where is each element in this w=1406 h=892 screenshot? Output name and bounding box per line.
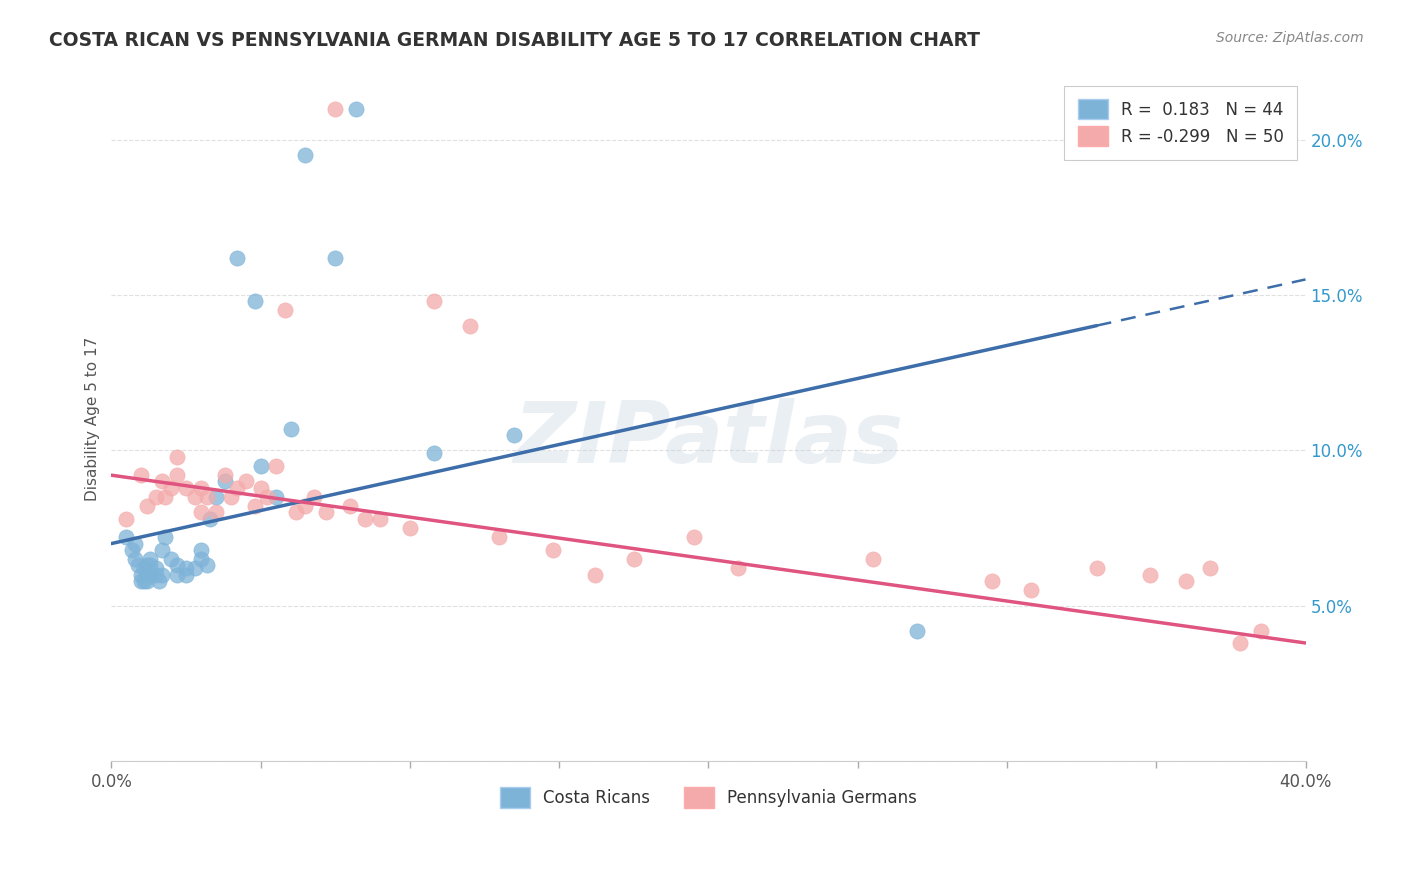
Point: [243, 500, 266, 514]
Y-axis label: Disability Age 5 to 17: Disability Age 5 to 17: [86, 337, 100, 501]
Point: [280, 421, 302, 435]
Point: [285, 506, 308, 520]
Point: [134, 574, 156, 588]
Point: [264, 458, 287, 473]
Point: [399, 521, 422, 535]
Point: [623, 552, 645, 566]
Point: [727, 561, 749, 575]
Point: [907, 624, 929, 638]
Point: [1085, 561, 1108, 575]
Point: [214, 468, 236, 483]
Point: [249, 458, 271, 473]
Point: [166, 450, 188, 464]
Point: [323, 102, 346, 116]
Point: [682, 530, 704, 544]
Point: [981, 574, 1004, 588]
Point: [145, 567, 167, 582]
Point: [243, 294, 266, 309]
Point: [148, 574, 170, 588]
Point: [1229, 636, 1251, 650]
Point: [166, 558, 188, 573]
Point: [304, 490, 326, 504]
Point: [205, 506, 228, 520]
Text: Source: ZipAtlas.com: Source: ZipAtlas.com: [1216, 31, 1364, 45]
Point: [139, 558, 162, 573]
Point: [184, 561, 207, 575]
Point: [294, 500, 316, 514]
Point: [190, 542, 212, 557]
Point: [225, 251, 247, 265]
Point: [219, 490, 242, 504]
Point: [166, 468, 188, 483]
Point: [166, 567, 188, 582]
Point: [134, 561, 156, 575]
Point: [124, 536, 146, 550]
Point: [153, 530, 176, 544]
Point: [354, 511, 377, 525]
Point: [115, 530, 138, 544]
Point: [127, 558, 149, 573]
Point: [503, 427, 526, 442]
Point: [583, 567, 606, 582]
Point: [195, 490, 218, 504]
Point: [488, 530, 510, 544]
Point: [1199, 561, 1222, 575]
Point: [174, 567, 197, 582]
Point: [174, 481, 197, 495]
Point: [174, 561, 197, 575]
Point: [150, 475, 173, 489]
Point: [214, 475, 236, 489]
Point: [1175, 574, 1198, 588]
Point: [235, 475, 257, 489]
Point: [1019, 583, 1042, 598]
Point: [136, 558, 159, 573]
Point: [129, 574, 152, 588]
Point: [190, 552, 212, 566]
Point: [121, 542, 143, 557]
Point: [368, 511, 391, 525]
Point: [150, 567, 173, 582]
Legend: Costa Ricans, Pennsylvania Germans: Costa Ricans, Pennsylvania Germans: [494, 780, 924, 814]
Text: COSTA RICAN VS PENNSYLVANIA GERMAN DISABILITY AGE 5 TO 17 CORRELATION CHART: COSTA RICAN VS PENNSYLVANIA GERMAN DISAB…: [49, 31, 980, 50]
Point: [315, 506, 337, 520]
Point: [458, 319, 481, 334]
Point: [294, 148, 316, 162]
Point: [264, 490, 287, 504]
Point: [190, 506, 212, 520]
Point: [190, 481, 212, 495]
Point: [145, 490, 167, 504]
Point: [339, 500, 361, 514]
Point: [423, 294, 446, 309]
Point: [1250, 624, 1272, 638]
Point: [160, 552, 183, 566]
Point: [184, 490, 207, 504]
Point: [249, 481, 271, 495]
Point: [273, 303, 295, 318]
Point: [153, 490, 176, 504]
Point: [862, 552, 884, 566]
Point: [256, 490, 278, 504]
Point: [129, 567, 152, 582]
Point: [160, 481, 183, 495]
Point: [344, 102, 367, 116]
Point: [198, 511, 221, 525]
Point: [541, 542, 564, 557]
Point: [124, 552, 146, 566]
Point: [139, 552, 162, 566]
Point: [136, 574, 159, 588]
Point: [136, 567, 159, 582]
Point: [136, 500, 159, 514]
Text: ZIPatlas: ZIPatlas: [513, 398, 904, 482]
Point: [150, 542, 173, 557]
Point: [323, 251, 346, 265]
Point: [205, 490, 228, 504]
Point: [139, 567, 162, 582]
Point: [195, 558, 218, 573]
Point: [115, 511, 138, 525]
Point: [423, 446, 446, 460]
Point: [145, 561, 167, 575]
Point: [225, 481, 247, 495]
Point: [1139, 567, 1161, 582]
Point: [129, 468, 152, 483]
